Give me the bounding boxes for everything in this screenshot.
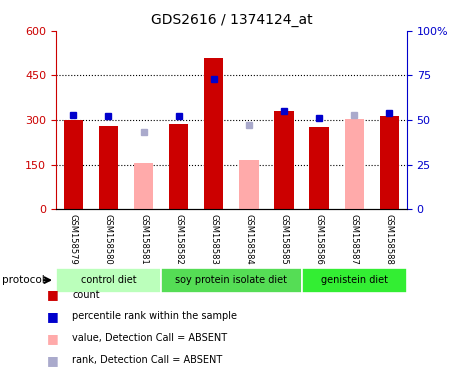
Bar	[274, 111, 294, 209]
Text: GSM158583: GSM158583	[209, 214, 218, 265]
Text: ■: ■	[46, 332, 58, 345]
Text: GSM158587: GSM158587	[350, 214, 359, 265]
Text: ■: ■	[46, 354, 58, 367]
Bar	[309, 127, 329, 209]
Text: percentile rank within the sample: percentile rank within the sample	[72, 311, 237, 321]
Bar	[56, 268, 161, 293]
Text: rank, Detection Call = ABSENT: rank, Detection Call = ABSENT	[72, 355, 222, 365]
Bar	[239, 160, 259, 209]
Bar	[204, 58, 224, 209]
Bar	[99, 126, 118, 209]
Text: GSM158585: GSM158585	[279, 214, 288, 265]
Text: genistein diet: genistein diet	[321, 275, 388, 285]
Bar	[379, 116, 399, 209]
Text: GSM158588: GSM158588	[385, 214, 394, 265]
Bar	[161, 268, 301, 293]
Bar	[64, 120, 83, 209]
Text: GSM158586: GSM158586	[315, 214, 324, 265]
Bar	[345, 119, 364, 209]
Text: GSM158580: GSM158580	[104, 214, 113, 265]
Text: ■: ■	[46, 310, 58, 323]
Text: soy protein isolate diet: soy protein isolate diet	[175, 275, 287, 285]
Bar	[169, 124, 188, 209]
Text: ■: ■	[46, 288, 58, 301]
Text: GSM158579: GSM158579	[69, 214, 78, 265]
Title: GDS2616 / 1374124_at: GDS2616 / 1374124_at	[151, 13, 312, 27]
Text: GSM158581: GSM158581	[139, 214, 148, 265]
Bar	[301, 268, 407, 293]
Text: control diet: control diet	[80, 275, 136, 285]
Text: count: count	[72, 290, 100, 300]
Text: GSM158584: GSM158584	[245, 214, 253, 265]
Bar	[134, 163, 153, 209]
Text: GSM158582: GSM158582	[174, 214, 183, 265]
Text: value, Detection Call = ABSENT: value, Detection Call = ABSENT	[72, 333, 227, 343]
Text: protocol: protocol	[2, 275, 45, 285]
